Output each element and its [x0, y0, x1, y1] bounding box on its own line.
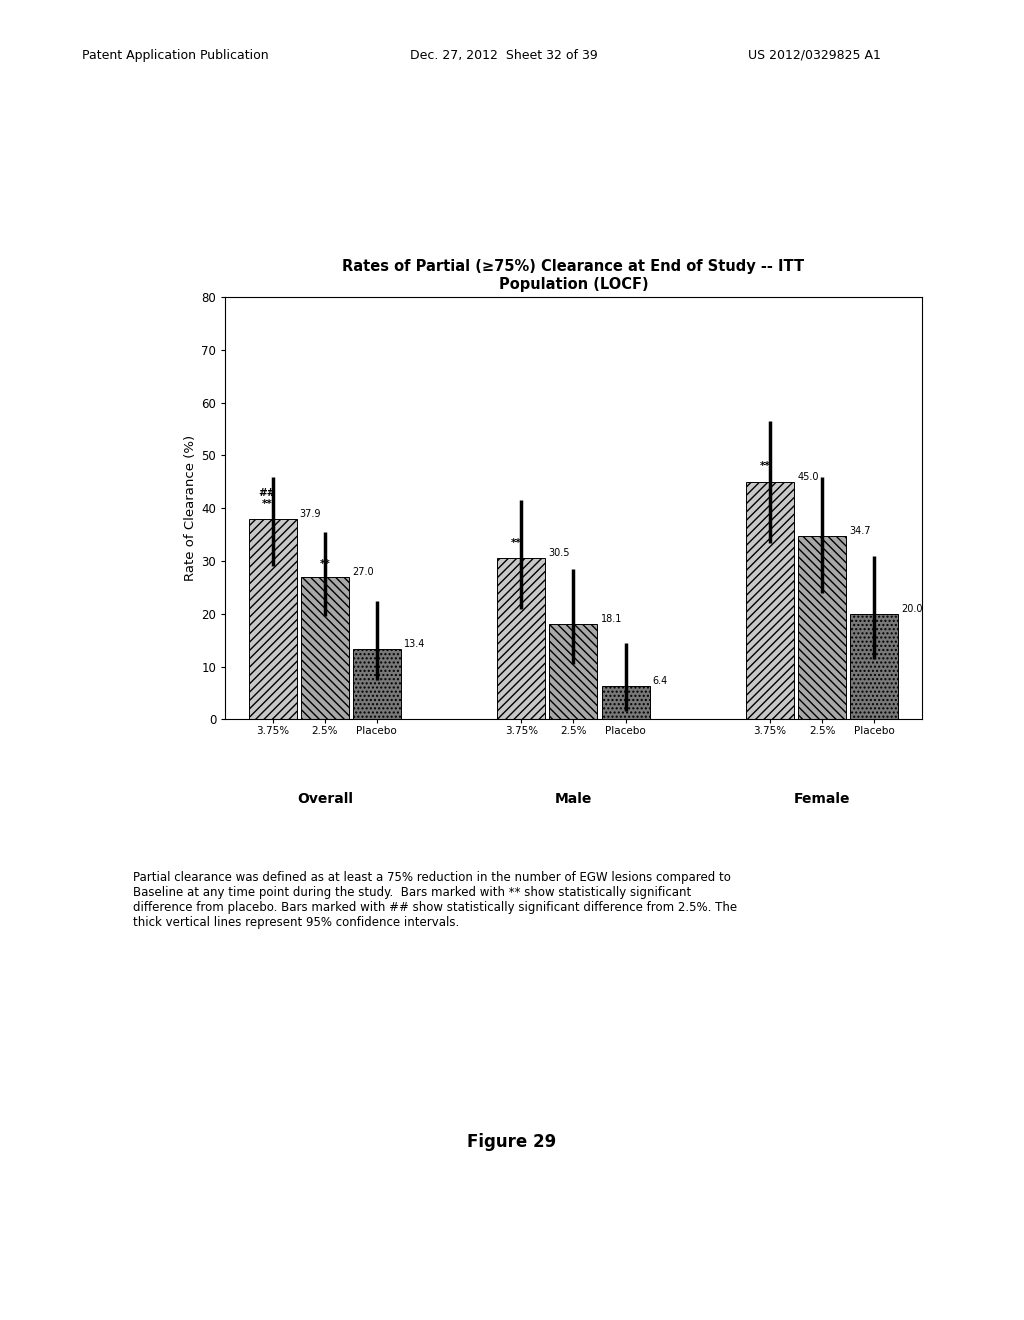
- Text: 13.4: 13.4: [403, 639, 425, 648]
- Text: 18.1: 18.1: [600, 614, 622, 624]
- Bar: [550, 624, 597, 719]
- Text: ##
**: ## **: [259, 488, 276, 508]
- Text: **: **: [511, 537, 521, 548]
- Text: Male: Male: [555, 792, 592, 807]
- Bar: [798, 536, 846, 719]
- Y-axis label: Rate of Clearance (%): Rate of Clearance (%): [184, 436, 198, 581]
- Text: 6.4: 6.4: [652, 676, 668, 685]
- Text: Patent Application Publication: Patent Application Publication: [82, 49, 268, 62]
- Text: 45.0: 45.0: [797, 471, 818, 482]
- Text: Partial clearance was defined as at least a 75% reduction in the number of EGW l: Partial clearance was defined as at leas…: [133, 871, 737, 929]
- Text: Overall: Overall: [297, 792, 352, 807]
- Text: 27.0: 27.0: [352, 566, 374, 577]
- Text: Dec. 27, 2012  Sheet 32 of 39: Dec. 27, 2012 Sheet 32 of 39: [410, 49, 597, 62]
- Text: **: **: [319, 558, 330, 569]
- Bar: [850, 614, 898, 719]
- Bar: [746, 482, 794, 719]
- Title: Rates of Partial (≥75%) Clearance at End of Study -- ITT
Population (LOCF): Rates of Partial (≥75%) Clearance at End…: [342, 259, 805, 292]
- Text: 34.7: 34.7: [849, 527, 870, 536]
- Text: 37.9: 37.9: [300, 510, 322, 519]
- Text: US 2012/0329825 A1: US 2012/0329825 A1: [748, 49, 881, 62]
- Bar: [601, 685, 649, 719]
- Text: Female: Female: [794, 792, 850, 807]
- Bar: [353, 648, 400, 719]
- Bar: [301, 577, 349, 719]
- Text: 20.0: 20.0: [901, 603, 923, 614]
- Bar: [498, 558, 546, 719]
- Bar: [249, 519, 297, 719]
- Text: 30.5: 30.5: [549, 548, 570, 558]
- Text: **: **: [760, 461, 770, 471]
- Text: Figure 29: Figure 29: [467, 1133, 557, 1151]
